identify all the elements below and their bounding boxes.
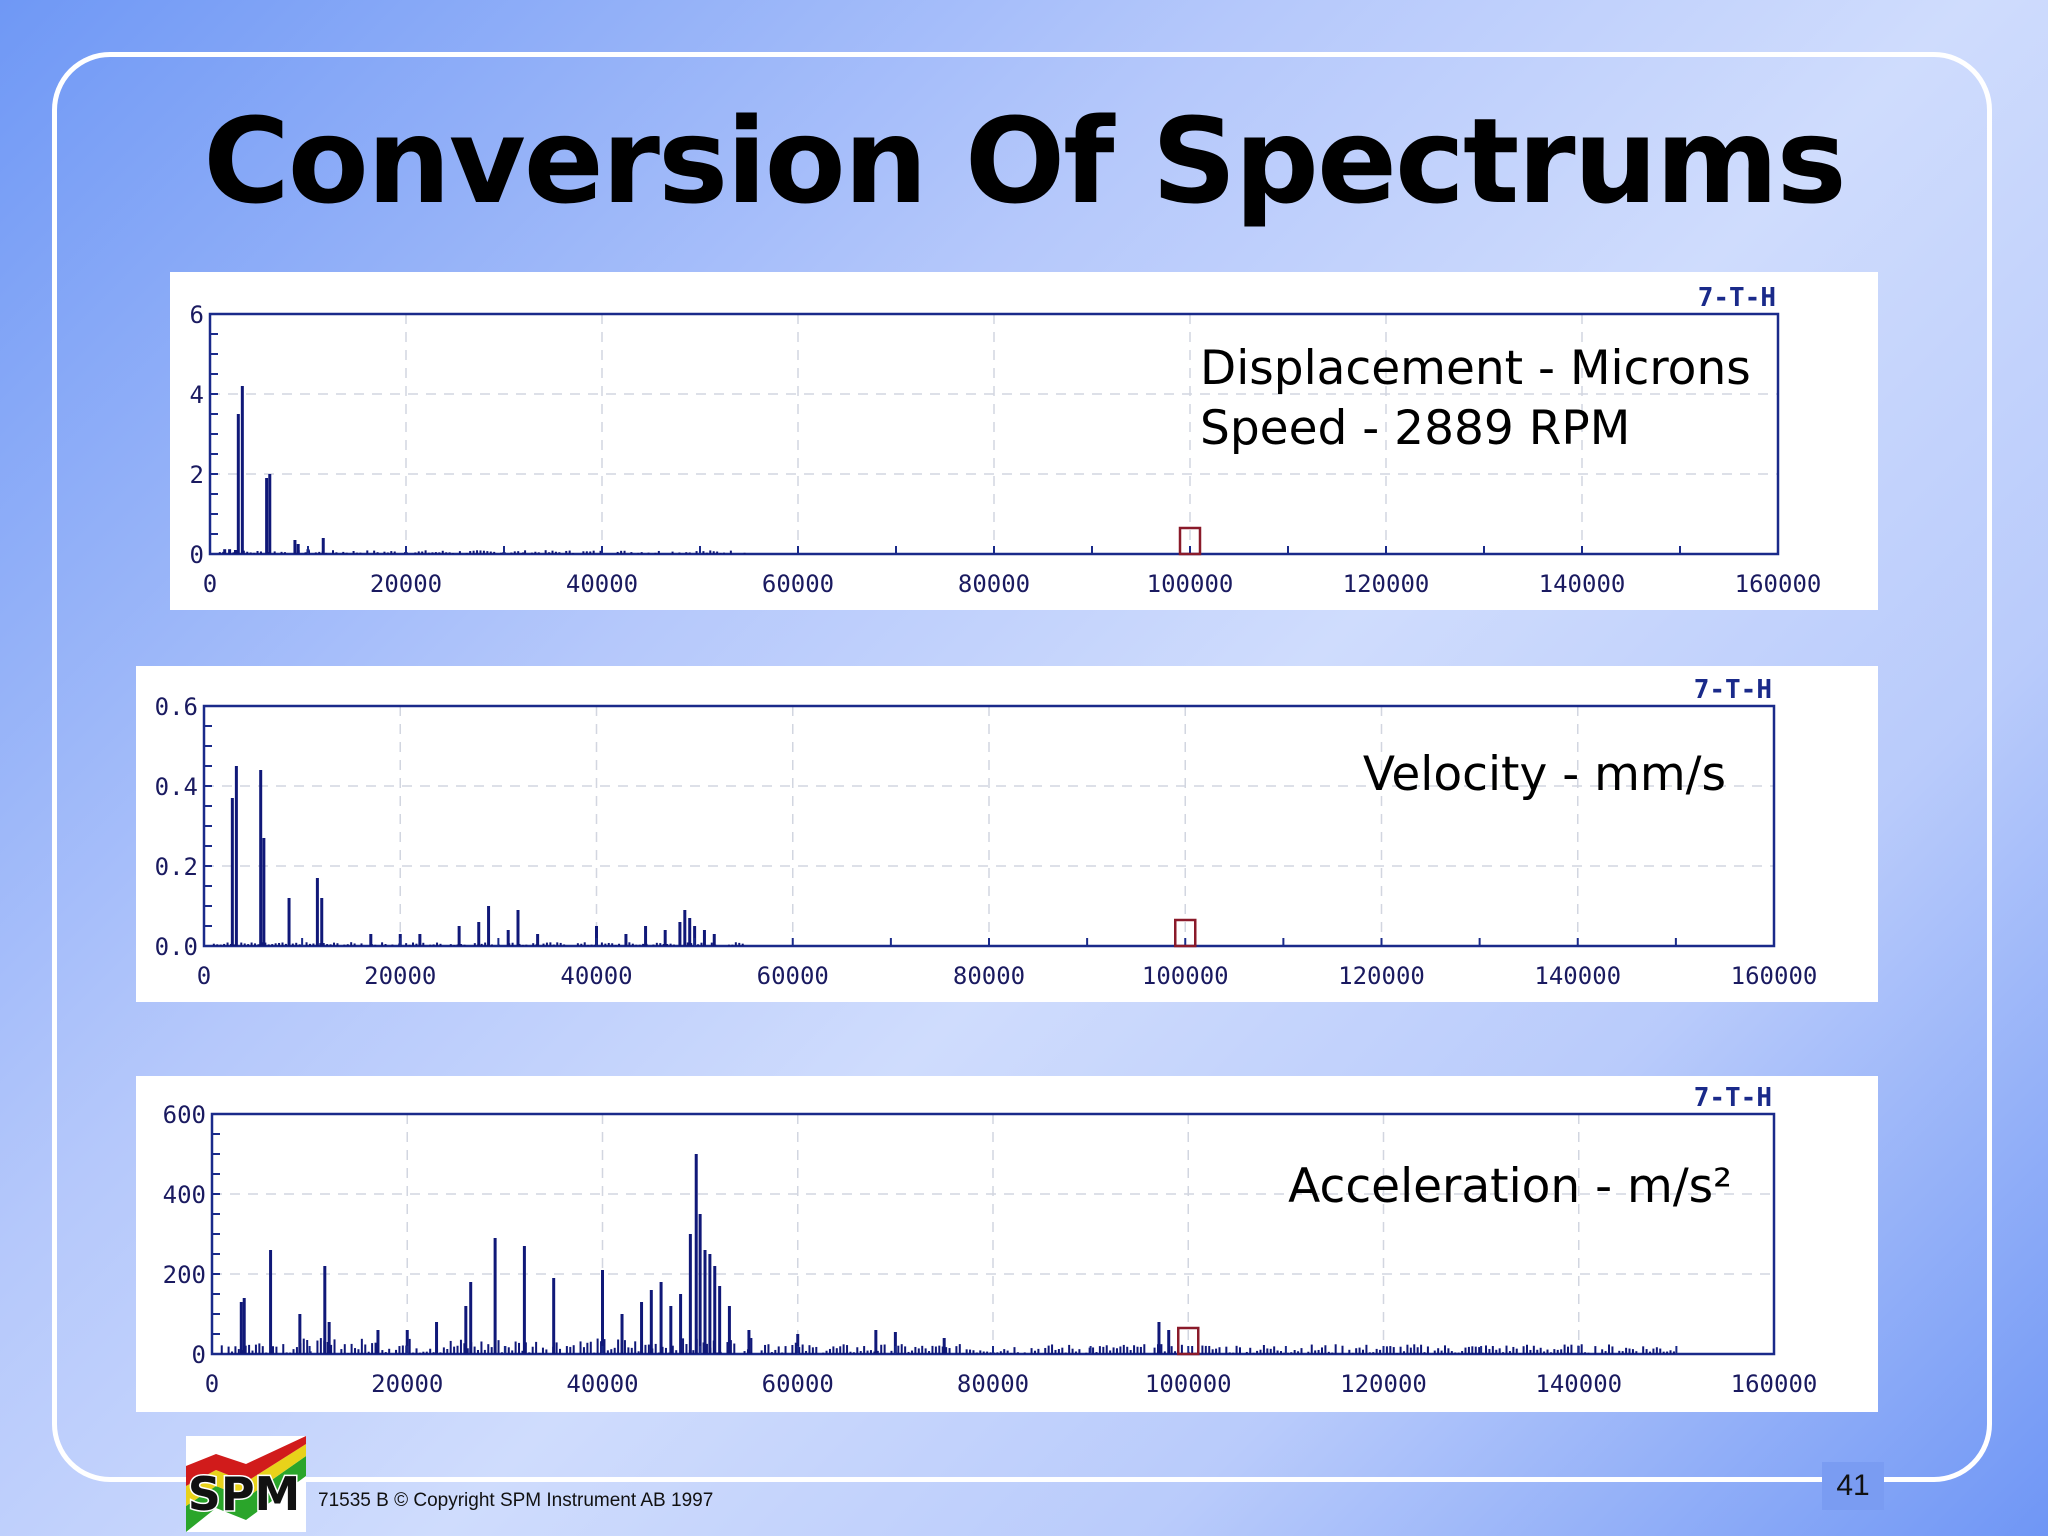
x-tick-label: 100000 <box>1145 1370 1232 1398</box>
x-tick-label: 0 <box>197 962 211 990</box>
page-title: Conversion Of Spectrums <box>203 92 1847 230</box>
x-tick-label: 0 <box>203 570 217 598</box>
x-tick-label: 40000 <box>566 570 638 598</box>
x-tick-label: 40000 <box>566 1370 638 1398</box>
x-tick-label: 100000 <box>1147 570 1234 598</box>
displacement-panel: 0 20000 40000 60000 80000 100000 120000 140000 1… <box>170 272 1878 610</box>
y-tick-label: 0 <box>190 541 204 569</box>
axis-ticks <box>203 705 1775 947</box>
axis-ticks <box>209 313 1779 555</box>
copyright-footer: 71535 B © Copyright SPM Instrument AB 19… <box>318 1490 714 1511</box>
grid <box>210 314 1778 554</box>
chart-annotation: Displacement - Microns <box>1200 341 1751 396</box>
y-tick-label: 400 <box>163 1181 206 1209</box>
spm-logo-graphic: SPM <box>186 1436 306 1532</box>
spectrum-trace <box>212 766 744 946</box>
x-tick-label: 0 <box>205 1370 219 1398</box>
svg-text:SPM: SPM <box>188 1467 301 1521</box>
x-tick-label: 80000 <box>953 962 1025 990</box>
spm-logo: SPM <box>186 1436 306 1532</box>
y-tick-label: 0.4 <box>155 773 198 801</box>
y-tick-label: 0.6 <box>155 693 198 721</box>
slide-frame <box>52 52 1992 1482</box>
x-tick-label: 80000 <box>958 570 1030 598</box>
chart-annotation: Acceleration - m/s² <box>1288 1159 1732 1214</box>
velocity-panel: 0 20000 40000 60000 80000 100000 120000 140000 1… <box>136 666 1878 1002</box>
cursor-marker <box>1178 526 1202 556</box>
x-tick-label: 140000 <box>1534 962 1621 990</box>
cursor-marker <box>1174 918 1197 948</box>
y-tick-label: 200 <box>163 1261 206 1289</box>
grid <box>212 1114 1774 1354</box>
x-tick-label: 40000 <box>560 962 632 990</box>
y-tick-label: 4 <box>190 381 204 409</box>
chart-annotation: Speed - 2889 RPM <box>1200 401 1630 456</box>
spectrum-trace <box>220 1154 1675 1354</box>
series-tag: 7-T-H <box>1694 1083 1772 1113</box>
acceleration-chart: 0 20000 40000 60000 80000 100000 120000 140000 1… <box>163 1083 1818 1398</box>
x-tick-label: 120000 <box>1338 962 1425 990</box>
x-tick-label: 20000 <box>371 1370 443 1398</box>
acceleration-panel: 0 20000 40000 60000 80000 100000 120000 140000 1… <box>136 1076 1878 1412</box>
y-tick-label: 0.0 <box>155 933 198 961</box>
series-tag: 7-T-H <box>1694 675 1772 705</box>
x-tick-label: 80000 <box>957 1370 1029 1398</box>
x-tick-label: 20000 <box>370 570 442 598</box>
series-tag: 7-T-H <box>1698 283 1776 313</box>
velocity-chart: 0 20000 40000 60000 80000 100000 120000 140000 1… <box>155 675 1818 990</box>
x-tick-label: 20000 <box>364 962 436 990</box>
x-tick-label: 120000 <box>1343 570 1430 598</box>
displacement-chart: 0 20000 40000 60000 80000 100000 120000 140000 1… <box>190 283 1822 598</box>
x-tick-label: 160000 <box>1731 962 1818 990</box>
chart-annotation: Velocity - mm/s <box>1363 747 1726 802</box>
y-tick-label: 0.2 <box>155 853 198 881</box>
y-tick-label: 2 <box>190 461 204 489</box>
x-tick-label: 60000 <box>757 962 829 990</box>
grid <box>204 706 1774 946</box>
x-tick-label: 140000 <box>1535 1370 1622 1398</box>
x-tick-label: 60000 <box>762 1370 834 1398</box>
y-tick-label: 6 <box>190 301 204 329</box>
y-tick-label: 0 <box>192 1341 206 1369</box>
x-tick-label: 100000 <box>1142 962 1229 990</box>
x-tick-label: 160000 <box>1735 570 1822 598</box>
x-tick-label: 140000 <box>1539 570 1626 598</box>
x-tick-label: 160000 <box>1731 1370 1818 1398</box>
y-tick-label: 600 <box>163 1101 206 1129</box>
cursor-marker <box>1177 1326 1200 1356</box>
x-tick-label: 60000 <box>762 570 834 598</box>
x-tick-label: 120000 <box>1340 1370 1427 1398</box>
axis-ticks <box>211 1113 1775 1355</box>
spectrum-trace <box>218 386 746 554</box>
page-number: 41 <box>1822 1462 1884 1510</box>
